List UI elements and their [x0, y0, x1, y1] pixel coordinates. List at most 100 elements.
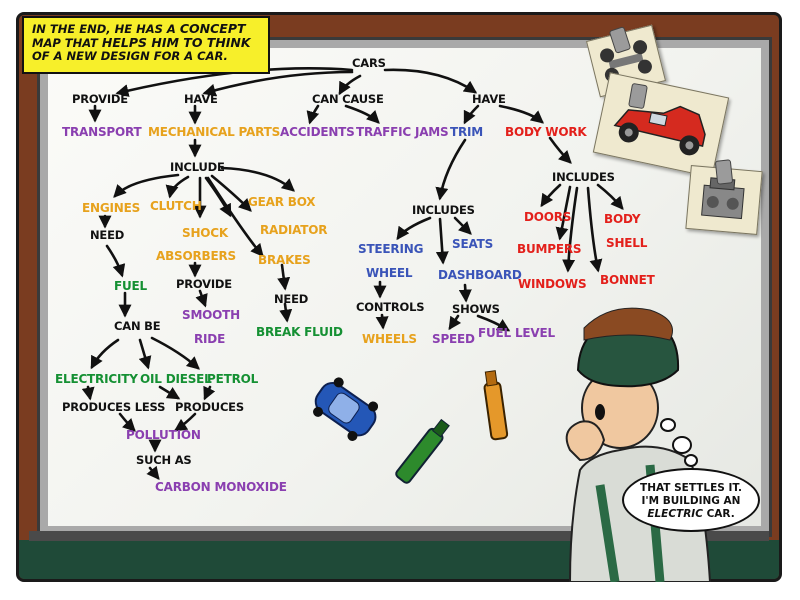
- clip-icon: [714, 159, 734, 185]
- arrow: [458, 283, 472, 303]
- node-gear-box: GEAR BOX: [248, 195, 316, 209]
- link-produces-less: PRODUCES LESS: [62, 400, 166, 414]
- green-marker-icon: [395, 418, 450, 484]
- red-car-icon: [613, 105, 706, 156]
- node-body: BODY: [604, 212, 641, 226]
- arrow: [204, 176, 232, 218]
- node-windows: WINDOWS: [518, 277, 587, 291]
- thought-dot: [672, 436, 692, 454]
- link-need: NEED: [90, 228, 125, 242]
- arrow: [195, 289, 208, 308]
- chassis-icon: [600, 40, 652, 82]
- orange-marker-icon: [483, 370, 509, 441]
- link-provide: PROVIDE: [72, 92, 128, 106]
- arrow: [453, 216, 472, 235]
- arrow: [158, 385, 181, 400]
- node-electricity: ELECTRICITY: [55, 372, 138, 386]
- link-such-as: SUCH AS: [136, 453, 192, 467]
- arrow: [202, 70, 354, 97]
- node-steering: STEERING: [358, 242, 424, 256]
- arrow: [279, 302, 293, 323]
- link-can-cause: CAN CAUSE: [312, 92, 384, 106]
- node-accidents: ACCIDENTS: [280, 125, 355, 139]
- node-bonnet: BONNET: [600, 273, 655, 287]
- node-shell: SHELL: [606, 236, 648, 250]
- arrow: [435, 138, 467, 201]
- node-petrol: PETROL: [207, 372, 259, 386]
- node-carbon-monoxide: CARBON MONOXIDE: [155, 480, 287, 494]
- node-seats: SEATS: [452, 237, 494, 251]
- node-mechanical-parts: MECHANICAL PARTS: [148, 125, 281, 139]
- speech-electric: ELECTRIC: [647, 508, 703, 520]
- arrow: [562, 186, 579, 273]
- speech-line-end: CAR.: [702, 508, 735, 520]
- link-have: HAVE: [472, 92, 506, 106]
- arrow: [463, 104, 480, 125]
- node-speed: SPEED: [432, 332, 475, 346]
- arrow: [344, 104, 380, 124]
- pinned-photo-red-car-icon: [592, 72, 730, 178]
- node-doors: DOORS: [524, 210, 572, 224]
- arrow: [338, 74, 362, 96]
- link-include: INCLUDE: [170, 160, 225, 174]
- toy-blue-car-icon: [313, 377, 379, 441]
- arrow: [165, 175, 190, 199]
- node-fuel: FUEL: [114, 279, 147, 293]
- caption-helps: HELPS HIM TO THINK: [101, 35, 251, 50]
- link-produces: PRODUCES: [175, 400, 244, 414]
- speech-bubble: THAT SETTLES IT. I'M BUILDING AN ELECTRI…: [622, 468, 760, 532]
- link-have: HAVE: [184, 92, 218, 106]
- thought-dot: [684, 454, 698, 467]
- arrow: [150, 336, 200, 370]
- node-trim: TRIM: [450, 125, 484, 139]
- arrow: [396, 216, 432, 241]
- node-traffic-jams: TRAFFIC JAMS: [356, 125, 449, 139]
- arrow: [105, 244, 126, 278]
- node-wheel: WHEEL: [366, 266, 413, 280]
- arrow: [435, 217, 449, 265]
- caption-concept: CONCEPT: [179, 21, 246, 36]
- arrow: [220, 166, 295, 192]
- link-shows: SHOWS: [452, 302, 500, 316]
- thought-dot: [660, 418, 676, 432]
- node-wheels: WHEELS: [362, 332, 417, 346]
- arrow: [448, 314, 462, 331]
- node-body-work: BODY WORK: [505, 125, 587, 139]
- caption-text: OF A NEW DESIGN FOR A CAR.: [32, 49, 228, 63]
- arrow: [586, 186, 603, 273]
- speech-line: THAT SETTLES IT.: [640, 482, 742, 494]
- node-pollution: POLLUTION: [126, 428, 201, 442]
- link-controls: CONTROLS: [356, 300, 425, 314]
- node-transport: TRANSPORT: [62, 125, 142, 139]
- speech-line: I'M BUILDING AN: [641, 495, 741, 507]
- arrow: [277, 263, 291, 291]
- node-cars: CARS: [352, 56, 386, 70]
- node-absorbers: ABSORBERS: [156, 249, 236, 263]
- arrow: [306, 104, 320, 125]
- arrow: [555, 185, 572, 241]
- pinned-photo-chassis-icon: [585, 24, 667, 98]
- arrow: [548, 136, 572, 164]
- arrow: [206, 176, 264, 257]
- arrow: [146, 465, 160, 481]
- node-shock: SHOCK: [182, 226, 228, 240]
- caption-text: IN THE END, HE HAS A: [32, 22, 180, 36]
- link-need: NEED: [274, 292, 309, 306]
- node-break-fluid: BREAK FLUID: [256, 325, 343, 339]
- node-engines: ENGINES: [82, 201, 141, 215]
- arrow: [596, 183, 624, 210]
- arrow: [540, 183, 562, 208]
- link-includes: INCLUDES: [552, 170, 615, 184]
- arrow: [81, 385, 95, 401]
- arrow: [498, 104, 544, 124]
- arrow: [113, 173, 180, 198]
- arrow: [383, 68, 478, 94]
- node-smooth: SMOOTH: [182, 308, 241, 322]
- node-dashboard: DASHBOARD: [438, 268, 522, 282]
- arrow: [375, 313, 389, 330]
- arrow: [210, 174, 252, 212]
- node-radiator: RADIATOR: [260, 223, 328, 237]
- link-includes: INCLUDES: [412, 203, 475, 217]
- link-provide: PROVIDE: [176, 277, 232, 291]
